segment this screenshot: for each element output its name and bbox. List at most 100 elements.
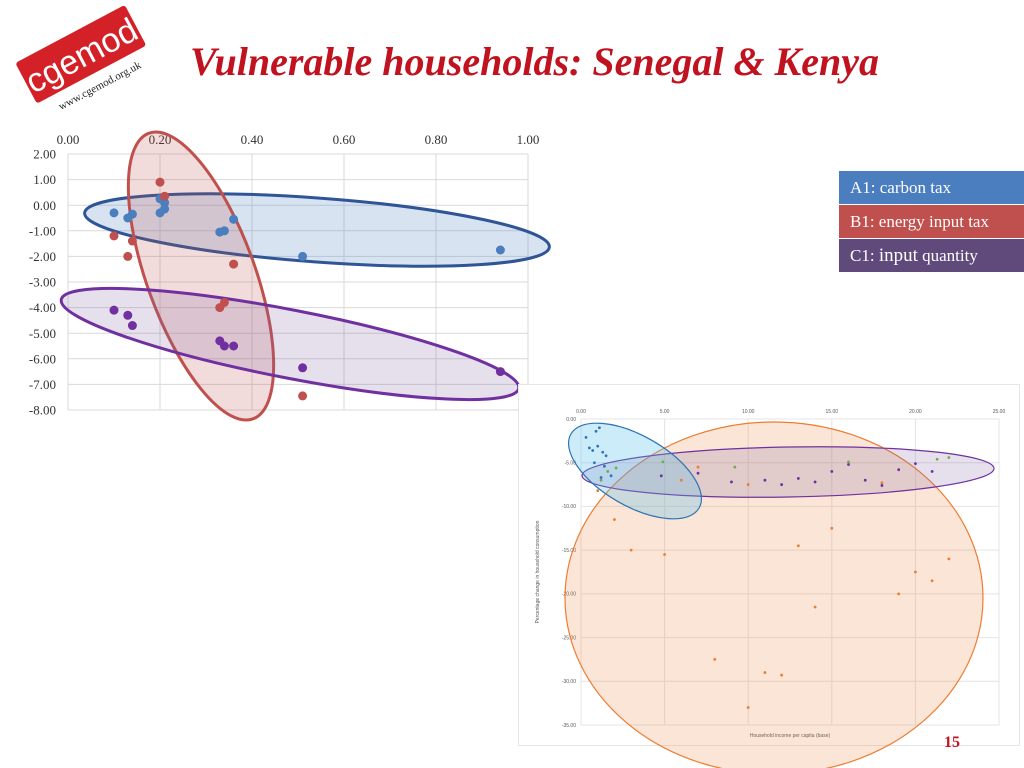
inset-ellipse-purple [581,446,995,498]
main-y-tick-label: -6.00 [29,351,56,366]
inset-series-3-point [763,671,767,674]
inset-y-axis-label: Percentage change in household consumpti… [535,520,541,623]
inset-series-4-point [696,471,700,475]
inset-series-3-point [914,570,917,574]
main-scatter-chart: 2.00 1.00 0.00 -1.00 -2.00 -3.00 -4.00 -5.00 -6.… [29,130,551,422]
legend: A1: carbon tax B1: energy input tax C1: … [839,171,1024,273]
inset-x-tick-label: 15.00 [826,409,839,415]
inset-y-tick-label: -10.00 [562,504,576,510]
legend-c1-suffix: quantity [917,246,978,265]
main-series-2-point [109,231,119,241]
main-series-1-point [160,198,170,208]
main-series-2-point [123,251,133,261]
main-points [109,177,505,401]
inset-series-4-point [780,483,784,486]
inset-series-1-point [584,435,588,439]
inset-series-3-point [713,658,717,661]
inset-series-3-point [596,489,600,493]
main-series-2-point [160,191,170,201]
legend-item-a1: A1: carbon tax [839,171,1024,204]
inset-series-2-point [947,456,951,459]
main-series-1-point [127,209,137,219]
main-series-1-point [109,208,119,218]
inset-series-3-point [679,478,683,482]
main-series-3-point [219,341,229,351]
inset-cluster-ellipses [564,421,995,768]
inset-series-4-point [863,478,867,482]
inset-ellipse-blue [567,422,703,520]
inset-series-3-point [930,579,934,583]
inset-series-1-point [587,446,591,450]
main-series-2-point [229,259,239,269]
inset-series-1-point [609,474,613,478]
inset-series-3-point [746,483,750,486]
inset-series-4-point [847,463,850,466]
ellipse-b1-energy-input-tax [126,130,276,422]
inset-x-tick-label: 10.00 [742,409,755,415]
main-series-3-point [123,310,133,320]
inset-series-1-point [596,444,600,448]
inset-y-tick-label: -5.00 [565,460,577,466]
logo-badge [16,5,146,103]
inset-x-tick-label: 20.00 [909,409,922,415]
inset-series-4-point [914,462,917,465]
page-number: 15 [944,734,960,751]
main-y-tick-label: -1.00 [29,223,56,238]
main-series-3-point [109,305,119,315]
inset-y-tick-label: -30.00 [562,679,576,685]
legend-c1-prefix: C1: [850,246,879,265]
slide-title: Vulnerable households: Senegal & Kenya [190,39,879,84]
inset-series-4-point [796,477,800,480]
main-series-1-point [219,226,229,236]
main-series-2-point [215,303,225,313]
main-x-tick-label: 0.60 [333,132,356,147]
legend-item-b1: B1: energy input tax [839,205,1024,238]
main-series-2-point [127,236,137,246]
inset-series-1-point [599,476,603,479]
inset-y-tick-label: -35.00 [562,723,576,729]
inset-series-3-point [780,673,784,677]
inset-series-4-point [897,468,901,472]
inset-series-2-point [935,457,939,461]
main-y-tick-label: -7.00 [29,377,56,392]
main-x-tick-label: 1.00 [517,132,540,147]
inset-series-3-point [696,465,700,469]
inset-series-4-point [880,484,884,487]
inset-series-4-point [830,470,834,473]
inset-series-4-point [763,478,767,482]
inset-series-4-point [813,480,817,484]
main-series-3-point [229,341,239,351]
inset-y-tick-label: 0.00 [566,417,576,423]
main-y-tick-label: -8.00 [29,403,56,418]
inset-series-2-point [599,478,603,482]
main-y-tick-label: -4.00 [29,300,56,315]
main-series-2-point [155,177,165,187]
inset-y-tick-label: -15.00 [562,548,576,554]
inset-series-3-point [613,518,616,521]
inset-series-1-point [594,429,598,433]
main-y-tick-label: -3.00 [29,275,56,290]
ellipse-c1-input-quantity [59,286,521,402]
main-y-tick-label: -2.00 [29,249,56,264]
main-y-tick-label: 0.00 [33,198,56,213]
main-x-tick-label: 0.40 [241,132,264,147]
main-series-3-point [127,321,137,331]
inset-series-3-point [663,553,666,556]
inset-series-3-point [629,548,633,552]
inset-x-tick-label: 25.00 [993,409,1006,415]
inset-series-3-point [796,544,800,548]
inset-x-tick-label: 0.00 [576,409,586,415]
inset-x-axis-label: Household income per capita (base) [750,733,831,739]
main-series-3-point [495,367,505,377]
inset-series-1-point [603,464,606,468]
main-x-tick-label: 0.80 [425,132,448,147]
main-axes: 2.00 1.00 0.00 -1.00 -2.00 -3.00 -4.00 -5.00 -6.… [29,132,539,418]
inset-series-2-point [847,460,850,464]
inset-series-3-point [880,481,884,485]
inset-axes: 0.00 -5.00 -10.00 -15.00 -20.00 -25.00 -30.00 -… [535,409,1005,739]
inset-series-4-point [659,474,663,478]
main-y-tick-label: 2.00 [33,147,56,162]
inset-series-4-point [730,480,733,484]
main-y-tick-label: -5.00 [29,326,56,341]
inset-y-tick-label: -25.00 [562,635,576,641]
